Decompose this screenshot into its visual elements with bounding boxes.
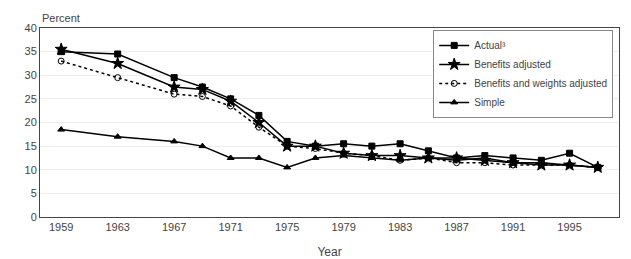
- svg-text:1967: 1967: [162, 221, 186, 233]
- svg-text:1959: 1959: [49, 221, 73, 233]
- svg-text:1995: 1995: [557, 221, 581, 233]
- svg-text:Percent: Percent: [42, 12, 80, 24]
- svg-text:10: 10: [25, 164, 37, 176]
- svg-text:Actual³: Actual³: [474, 40, 506, 51]
- svg-text:15: 15: [25, 140, 37, 152]
- svg-text:1963: 1963: [105, 221, 129, 233]
- svg-text:30: 30: [25, 69, 37, 81]
- svg-text:Simple: Simple: [474, 97, 505, 108]
- svg-text:Benefits adjusted: Benefits adjusted: [474, 59, 551, 70]
- svg-text:5: 5: [31, 187, 37, 199]
- svg-text:1987: 1987: [444, 221, 468, 233]
- svg-text:Benefits and weights adjusted: Benefits and weights adjusted: [474, 78, 607, 89]
- svg-text:1983: 1983: [388, 221, 412, 233]
- svg-text:0: 0: [31, 211, 37, 223]
- svg-text:1975: 1975: [275, 221, 299, 233]
- svg-text:35: 35: [25, 45, 37, 57]
- svg-text:1991: 1991: [501, 221, 525, 233]
- svg-text:1979: 1979: [331, 221, 355, 233]
- svg-text:40: 40: [25, 22, 37, 34]
- svg-text:1971: 1971: [218, 221, 242, 233]
- svg-text:20: 20: [25, 116, 37, 128]
- svg-text:25: 25: [25, 93, 37, 105]
- svg-text:Year: Year: [317, 245, 341, 259]
